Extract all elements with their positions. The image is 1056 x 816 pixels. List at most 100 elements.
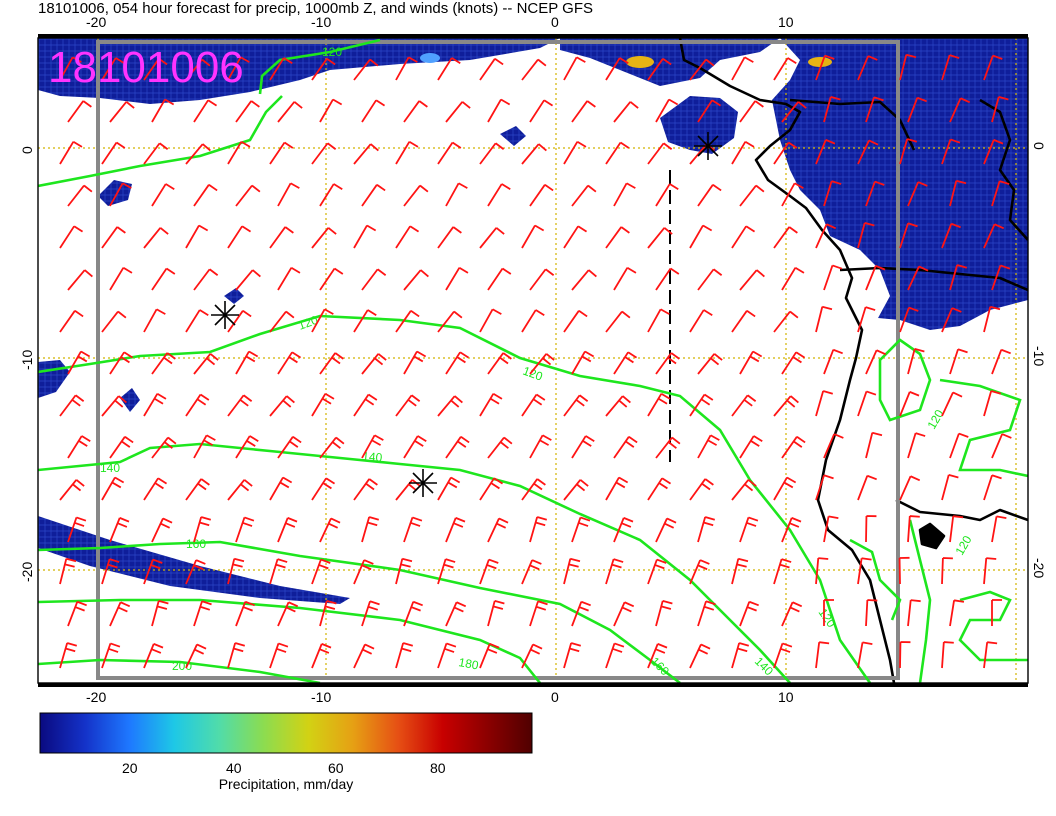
- wind-barb: [353, 478, 378, 501]
- wind-barb: [731, 642, 750, 669]
- wind-barb: [571, 435, 595, 459]
- wind-barb: [361, 353, 387, 375]
- wind-barb: [395, 642, 414, 669]
- wind-barb: [185, 58, 211, 81]
- wind-barb: [353, 58, 379, 81]
- wind-barb: [445, 517, 466, 543]
- map-title: 18101006, 054 hour forecast for precip, …: [38, 0, 593, 17]
- wind-barb: [353, 143, 379, 165]
- wind-barb: [941, 138, 961, 165]
- precip-hotspot-1: [626, 56, 654, 68]
- wind-barb: [395, 394, 421, 417]
- wind-barb: [269, 310, 295, 333]
- precip-cell-west3: [120, 388, 140, 412]
- wind-barb: [983, 305, 1001, 333]
- wind-barb: [109, 266, 133, 291]
- wind-barb: [101, 141, 126, 165]
- contour-label: 140: [362, 449, 383, 465]
- wind-barb: [899, 641, 911, 669]
- wind-barb: [361, 99, 386, 123]
- wind-barb: [403, 350, 427, 375]
- wind-barb: [437, 558, 456, 585]
- wind-barb: [949, 97, 971, 123]
- wind-barb: [949, 264, 968, 291]
- wind-barb: [479, 308, 502, 333]
- wind-barb: [311, 227, 337, 249]
- wind-barb: [815, 223, 837, 249]
- wind-barb: [319, 600, 337, 627]
- wind-barb: [521, 58, 547, 81]
- wind-barb: [689, 478, 714, 501]
- wind-barb: [59, 394, 85, 417]
- wind-barb: [395, 225, 420, 249]
- contour-africa-3: [849, 538, 902, 621]
- wind-barb: [899, 222, 918, 249]
- wind-barb: [907, 265, 929, 291]
- wind-barb: [605, 141, 630, 165]
- wind-barb: [613, 101, 639, 123]
- wind-barb: [815, 641, 830, 669]
- wind-barb: [899, 475, 921, 501]
- precip-band-north-east: [560, 38, 780, 86]
- wind-barb: [647, 227, 673, 249]
- wind-barb: [815, 54, 835, 81]
- wind-barb: [361, 434, 384, 459]
- wind-barb: [521, 143, 547, 165]
- wind-barb: [269, 226, 294, 249]
- wind-barb: [605, 558, 624, 585]
- wind-barb: [151, 98, 175, 123]
- wind-barb: [739, 516, 759, 543]
- wind-barb: [907, 432, 926, 459]
- wind-barb: [605, 642, 625, 669]
- wind-barb: [907, 348, 925, 375]
- wind-barb: [185, 393, 210, 417]
- wind-barb: [109, 182, 132, 207]
- contour-africa-2: [939, 378, 1028, 478]
- colorbar-tick: 60: [328, 760, 344, 776]
- wind-barb: [487, 600, 505, 627]
- wind-barb: [143, 643, 164, 669]
- lat-tick-right: 0: [1031, 142, 1047, 150]
- wind-barb: [151, 600, 169, 627]
- wind-barb: [403, 516, 423, 543]
- wind-barb: [529, 268, 555, 291]
- wind-barb: [563, 56, 586, 81]
- wind-barb: [739, 600, 759, 627]
- wind-barb: [571, 350, 595, 375]
- lon-tick-top: 10: [778, 14, 794, 30]
- wind-barb: [697, 99, 722, 123]
- wind-barb: [59, 225, 84, 249]
- contour-africa-5: [908, 519, 932, 683]
- contour-180: [38, 598, 542, 683]
- wind-barb: [277, 182, 300, 207]
- wind-barb: [437, 642, 457, 669]
- lat-tick-right: -20: [1031, 558, 1047, 578]
- wind-barb: [941, 54, 960, 81]
- wind-barb: [67, 269, 93, 291]
- wind-barb: [193, 516, 212, 543]
- wind-barb: [731, 309, 756, 333]
- wind-barb: [311, 142, 337, 165]
- wind-barb: [563, 225, 588, 249]
- wind-barb: [689, 393, 714, 417]
- wind-barb: [949, 515, 964, 543]
- wind-barb: [445, 601, 467, 627]
- wind-barb: [773, 141, 798, 165]
- date-stamp: 18101006: [48, 43, 244, 92]
- wind-barb: [613, 517, 634, 543]
- wind-barb: [529, 99, 554, 123]
- wind-barb: [437, 141, 462, 165]
- africa-coastline: [678, 38, 1028, 683]
- wind-barb: [949, 179, 967, 207]
- wind-barb: [949, 432, 969, 459]
- wind-barb: [983, 54, 1003, 81]
- precip-cell-west2: [224, 288, 244, 304]
- wind-barb: [487, 98, 511, 123]
- wind-barb: [445, 351, 470, 375]
- wind-barb: [353, 309, 377, 333]
- wind-barb: [563, 557, 581, 585]
- wind-barb: [235, 100, 260, 123]
- wind-barb: [613, 601, 635, 627]
- wind-barb: [143, 558, 163, 585]
